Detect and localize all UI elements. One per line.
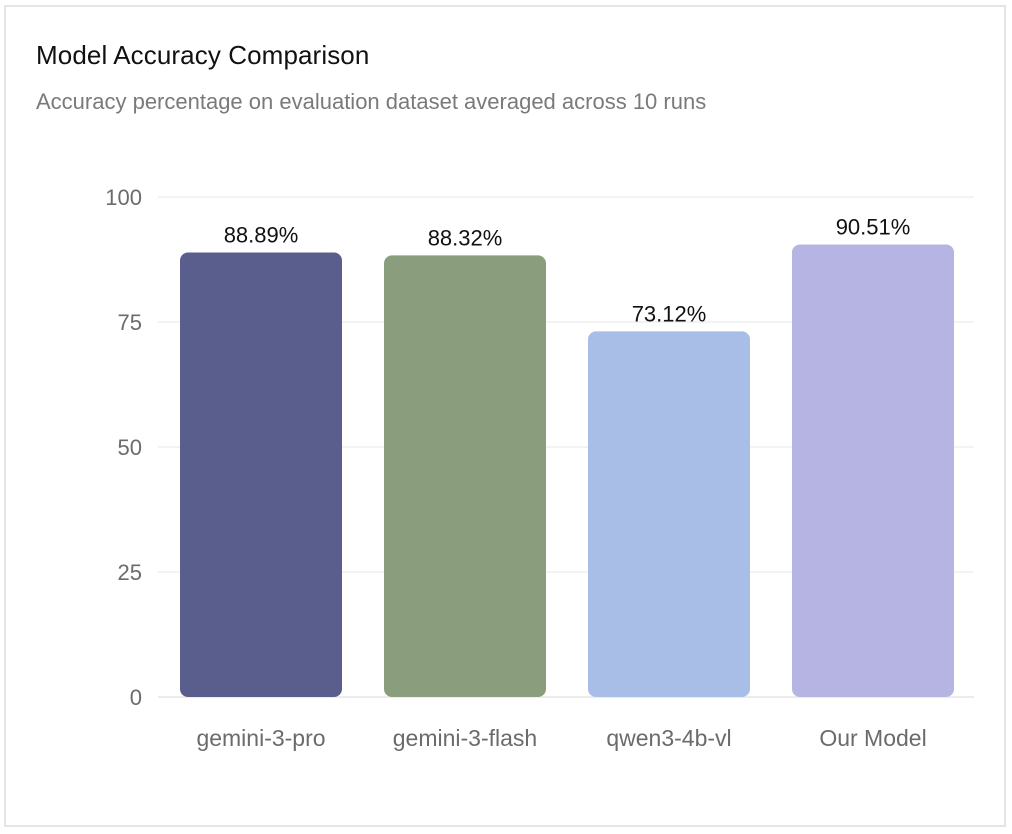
data-label: 73.12% — [632, 301, 707, 326]
bar — [588, 331, 750, 697]
chart-subtitle: Accuracy percentage on evaluation datase… — [36, 89, 707, 114]
x-tick-label: gemini-3-flash — [393, 725, 537, 751]
data-label: 88.32% — [428, 225, 503, 250]
x-tick-label: qwen3-4b-vl — [606, 725, 731, 751]
bar — [384, 255, 546, 697]
y-tick-label: 25 — [118, 560, 142, 585]
y-tick-label: 0 — [130, 685, 142, 710]
y-tick-label: 100 — [105, 185, 142, 210]
bar — [180, 252, 342, 698]
chart-title: Model Accuracy Comparison — [36, 40, 370, 70]
data-label: 88.89% — [224, 223, 299, 248]
data-label: 90.51% — [836, 214, 911, 239]
bar — [792, 244, 954, 697]
y-tick-label: 50 — [118, 435, 142, 460]
x-tick-label: Our Model — [819, 725, 926, 751]
x-tick-label: gemini-3-pro — [196, 725, 325, 751]
y-tick-label: 75 — [118, 310, 142, 335]
